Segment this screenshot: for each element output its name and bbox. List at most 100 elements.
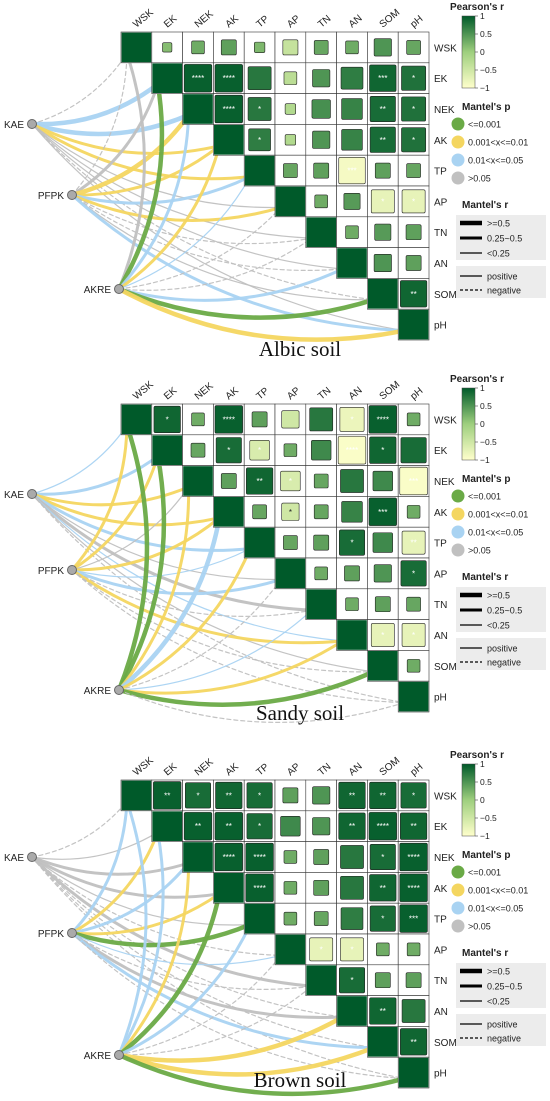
panel-brown-soil: ** * ** * ** ** *** ** * ** **** ****** **** * *******… bbox=[4, 750, 546, 1097]
correlation-square bbox=[368, 812, 397, 841]
link-akre-ak bbox=[117, 144, 221, 291]
significance-label: * bbox=[381, 915, 384, 924]
correlation-square bbox=[191, 412, 205, 427]
column-label-som: SOM bbox=[378, 755, 403, 778]
correlation-square bbox=[373, 254, 392, 273]
significance-label: ** bbox=[410, 1038, 416, 1047]
legend: Pearson's r1 0.5 0 −0.5 −1 Mantel's p <=0.001 0… bbox=[450, 750, 546, 1046]
significance-label: **** bbox=[253, 853, 265, 862]
row-label-nek: NEK bbox=[434, 477, 455, 488]
significance-label: *** bbox=[409, 915, 418, 924]
link-akre-ph bbox=[118, 689, 405, 723]
mantel-p-legend-title: Mantel's p bbox=[462, 474, 511, 485]
mantel-p-swatch bbox=[451, 507, 465, 521]
link-akre-an bbox=[116, 1014, 345, 1063]
link-kae-som bbox=[31, 123, 374, 301]
link-kae-tn bbox=[31, 123, 313, 239]
row-label-som: SOM bbox=[434, 290, 457, 301]
correlation-square bbox=[245, 842, 274, 872]
link-kae-wsk bbox=[31, 800, 128, 858]
sign-label-positive: positive bbox=[487, 1020, 518, 1030]
diagonal-cell bbox=[214, 873, 244, 903]
panel-sandy-soil: * **** * ***** * **** *** * **** **** **** *WSK EK NE… bbox=[4, 374, 546, 725]
link-kae-ek bbox=[30, 454, 160, 496]
correlation-square bbox=[313, 879, 330, 896]
correlation-square bbox=[345, 597, 359, 611]
column-label-wsk: WSK bbox=[131, 379, 156, 402]
diagonal-cell bbox=[337, 248, 367, 278]
link-akre-ap bbox=[118, 578, 282, 691]
colorbar-tick-label: −1 bbox=[480, 83, 490, 93]
correlation-square bbox=[372, 470, 393, 492]
row-label-tn: TN bbox=[434, 228, 447, 239]
row-label-an: AN bbox=[434, 259, 448, 270]
correlation-square bbox=[406, 40, 421, 55]
significance-label: ** bbox=[380, 884, 386, 893]
correlation-square bbox=[374, 223, 392, 241]
link-akre-ek bbox=[116, 453, 167, 693]
diagonal-cell bbox=[368, 1027, 398, 1057]
significance-label: ** bbox=[380, 791, 386, 800]
correlation-square bbox=[406, 412, 421, 427]
node-label-akre: AKRE bbox=[84, 1051, 112, 1062]
correlation-square bbox=[341, 98, 363, 120]
colorbar-tick-label: 0.5 bbox=[480, 777, 492, 787]
correlation-square bbox=[248, 128, 271, 152]
significance-label: * bbox=[350, 945, 353, 954]
mantel-r-label: >=0.5 bbox=[487, 591, 510, 601]
diagonal-cell bbox=[337, 996, 367, 1026]
significance-label: * bbox=[320, 945, 323, 954]
significance-label: * bbox=[412, 569, 415, 578]
diagonal-cell bbox=[275, 934, 306, 965]
colorbar-tick-label: −1 bbox=[480, 455, 490, 465]
link-kae-ak bbox=[30, 122, 221, 156]
correlation-square bbox=[345, 40, 359, 55]
colorbar-tick-label: −0.5 bbox=[480, 65, 497, 75]
correlation-square bbox=[281, 410, 300, 429]
correlation-square bbox=[374, 596, 391, 613]
colorbar-tick-label: 0.5 bbox=[480, 29, 492, 39]
panel-albic-soil: **** **** *** ***** * ** ** ** ***** ***WSK EK NEK A… bbox=[4, 2, 546, 361]
row-label-ph: pH bbox=[434, 693, 447, 704]
link-pfpk-tn bbox=[71, 569, 313, 617]
diagonal-cell bbox=[152, 63, 182, 93]
link-pfpk-tn bbox=[71, 932, 313, 990]
diagonal-cell bbox=[214, 497, 244, 527]
correlation-square bbox=[376, 942, 390, 957]
column-label-an: AN bbox=[347, 761, 365, 778]
significance-label: * bbox=[258, 105, 261, 114]
mantel-p-swatch bbox=[451, 901, 465, 915]
correlation-square bbox=[400, 782, 427, 809]
link-pfpk-tn bbox=[71, 194, 313, 245]
colorbar-tick-label: −0.5 bbox=[480, 813, 497, 823]
column-label-ph: pH bbox=[408, 14, 425, 31]
significance-label: * bbox=[258, 791, 261, 800]
correlation-square bbox=[339, 529, 365, 556]
row-label-tn: TN bbox=[434, 600, 447, 611]
row-label-ek: EK bbox=[434, 446, 448, 457]
mantel-p-label: 0.01<x<=0.05 bbox=[468, 528, 523, 538]
link-akre-som bbox=[116, 669, 376, 707]
link-kae-wsk bbox=[31, 52, 128, 125]
link-kae-an bbox=[31, 856, 344, 1018]
column-label-ek: EK bbox=[162, 761, 180, 778]
correlation-square bbox=[369, 905, 396, 932]
significance-label: * bbox=[412, 631, 415, 640]
row-label-wsk: WSK bbox=[434, 43, 457, 54]
diagonal-cell bbox=[275, 186, 306, 217]
diagonal-cell bbox=[152, 435, 182, 465]
link-pfpk-ak bbox=[70, 892, 221, 936]
link-akre-som bbox=[116, 1045, 376, 1077]
mantel-p-label: <=0.001 bbox=[468, 492, 501, 502]
significance-label: * bbox=[412, 105, 415, 114]
correlation-matrix: * **** * ***** * **** *** * **** **** **** * bbox=[120, 403, 430, 713]
correlation-square bbox=[309, 937, 334, 962]
node-label-kae: KAE bbox=[4, 853, 24, 864]
significance-label: **** bbox=[407, 884, 419, 893]
legend: Pearson's r1 0.5 0 −0.5 −1 Mantel's p <=0.001 0… bbox=[450, 2, 546, 298]
correlation-square bbox=[338, 781, 366, 809]
matrix-cell bbox=[397, 247, 430, 279]
mantel-p-label: 0.01<x<=0.05 bbox=[468, 904, 523, 914]
correlation-square bbox=[254, 41, 266, 53]
correlation-square bbox=[215, 437, 242, 464]
